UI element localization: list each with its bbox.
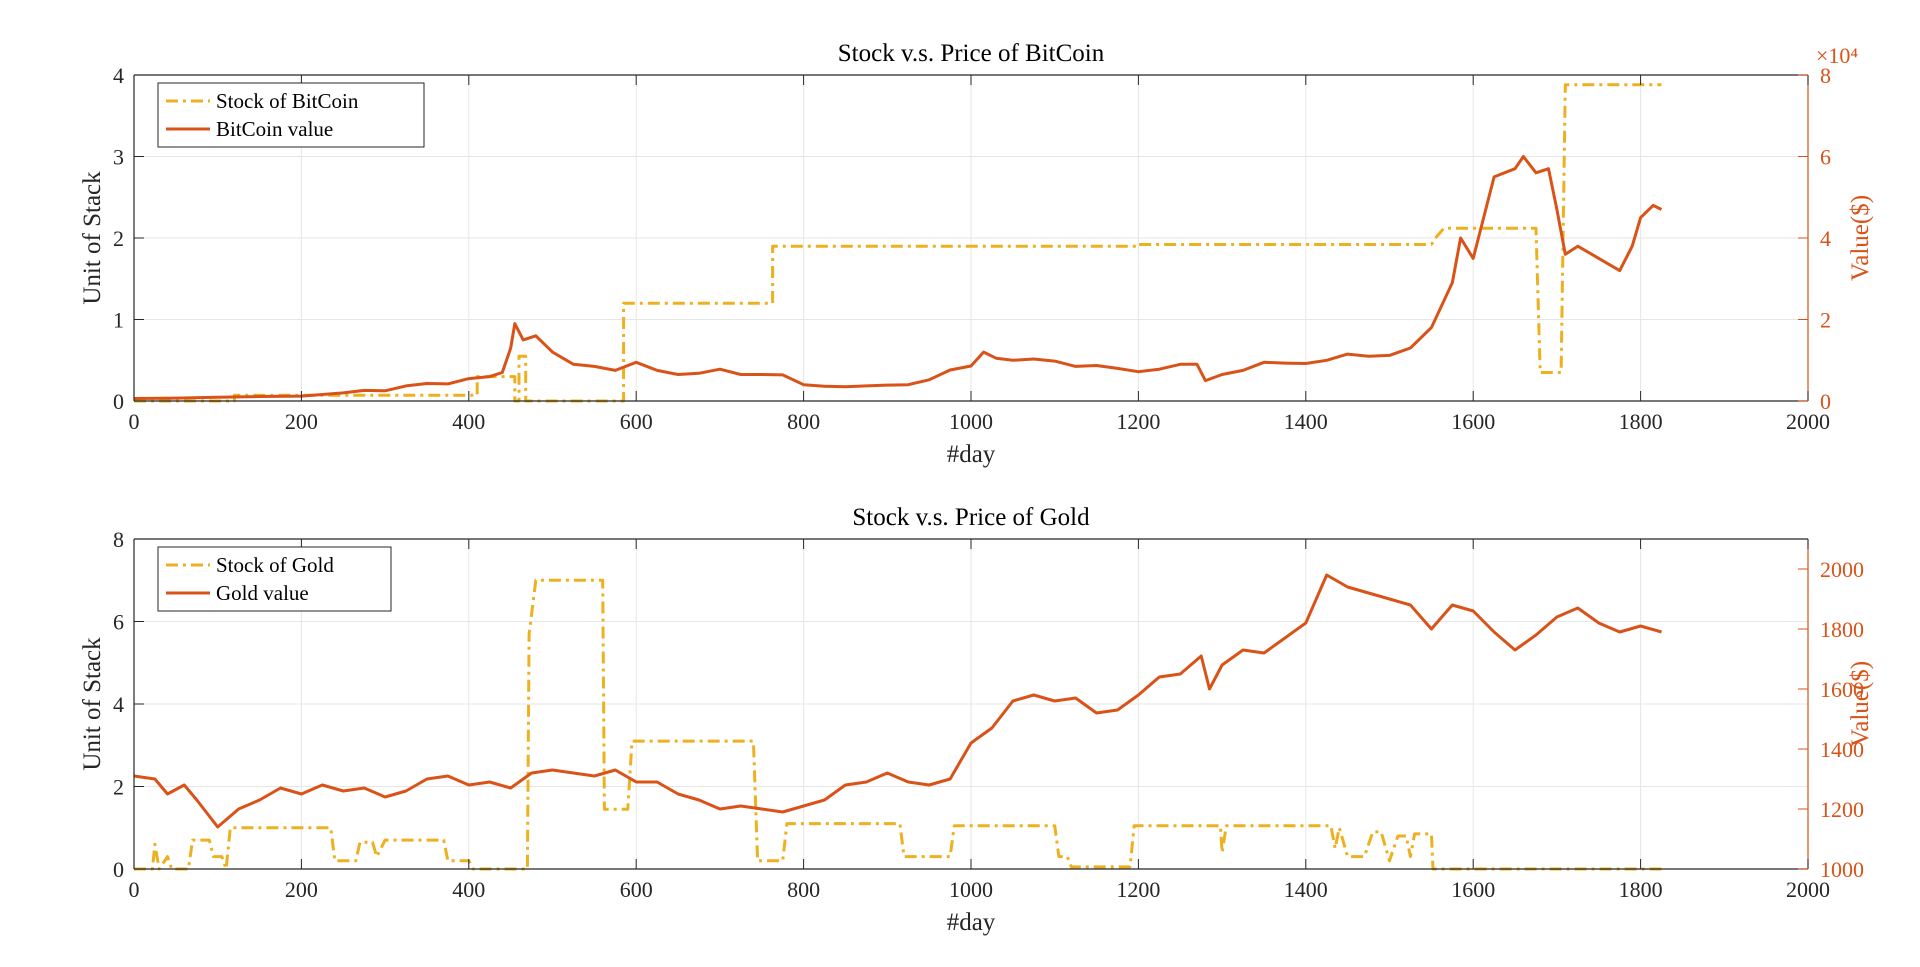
- legend-label: Stock of BitCoin: [216, 89, 359, 113]
- y-axis-label: Unit of Stack: [79, 637, 106, 771]
- x-tick-label: 2000: [1786, 409, 1830, 434]
- y-tick-label: 2: [113, 775, 124, 800]
- data-line: [134, 578, 1662, 871]
- x-tick-label: 1800: [1619, 409, 1663, 434]
- y2-tick-label: 1800: [1820, 617, 1864, 642]
- x-tick-label: 1000: [949, 409, 993, 434]
- y2-tick-label: 4: [1820, 226, 1831, 251]
- y2-tick-label: 2: [1820, 308, 1831, 333]
- chart-title: Stock v.s. Price of Gold: [852, 504, 1090, 531]
- x-tick-label: 0: [129, 877, 140, 902]
- y-tick-label: 4: [113, 692, 124, 717]
- y-tick-label: 2: [113, 226, 124, 251]
- y2-tick-label: 0: [1820, 389, 1831, 414]
- x-tick-label: 1400: [1284, 409, 1328, 434]
- x-tick-label: 600: [620, 409, 653, 434]
- y-tick-label: 1: [113, 308, 124, 333]
- x-axis-label: #day: [947, 441, 996, 468]
- x-tick-label: 1800: [1619, 877, 1663, 902]
- legend-label: Stock of Gold: [216, 553, 334, 577]
- x-tick-label: 200: [285, 877, 318, 902]
- x-tick-label: 800: [787, 409, 820, 434]
- x-tick-label: 400: [452, 409, 485, 434]
- x-tick-label: 1600: [1451, 877, 1495, 902]
- y-tick-label: 8: [113, 527, 124, 552]
- x-tick-label: 1400: [1284, 877, 1328, 902]
- y2-axis-label: Value($): [1847, 661, 1874, 747]
- y-tick-label: 0: [113, 389, 124, 414]
- x-tick-label: 1200: [1116, 409, 1160, 434]
- y2-tick-label: 1400: [1820, 737, 1864, 762]
- x-tick-label: 1600: [1451, 409, 1495, 434]
- y-axis-label: Unit of Stack: [79, 171, 106, 305]
- y-tick-label: 0: [113, 857, 124, 882]
- y2-tick-label: 8: [1820, 63, 1831, 88]
- y2-tick-label: 2000: [1820, 557, 1864, 582]
- x-axis-label: #day: [947, 909, 996, 936]
- legend-label: BitCoin value: [216, 117, 333, 141]
- y2-tick-label: 1200: [1820, 797, 1864, 822]
- x-tick-label: 600: [620, 877, 653, 902]
- x-tick-label: 400: [452, 877, 485, 902]
- chart-title: Stock v.s. Price of BitCoin: [838, 40, 1105, 67]
- y2-tick-label: 1600: [1820, 677, 1864, 702]
- x-tick-label: 2000: [1786, 877, 1830, 902]
- x-tick-label: 800: [787, 877, 820, 902]
- x-tick-label: 1000: [949, 877, 993, 902]
- legend-box: [157, 546, 392, 612]
- legend-box: [157, 82, 425, 148]
- y-tick-label: 4: [113, 63, 124, 88]
- x-tick-label: 0: [129, 409, 140, 434]
- x-tick-label: 200: [285, 409, 318, 434]
- y-tick-label: 3: [113, 145, 124, 170]
- legend-label: Gold value: [216, 581, 309, 605]
- data-line: [133, 573, 1662, 829]
- data-line: [133, 155, 1663, 400]
- y-tick-label: 6: [113, 610, 124, 635]
- y2-tick-label: 1000: [1820, 857, 1864, 882]
- x-tick-label: 1200: [1116, 877, 1160, 902]
- y2-tick-label: 6: [1820, 145, 1831, 170]
- y2-axis-label: Value($): [1847, 195, 1874, 281]
- y2-multiplier: ×10⁴: [1816, 43, 1858, 68]
